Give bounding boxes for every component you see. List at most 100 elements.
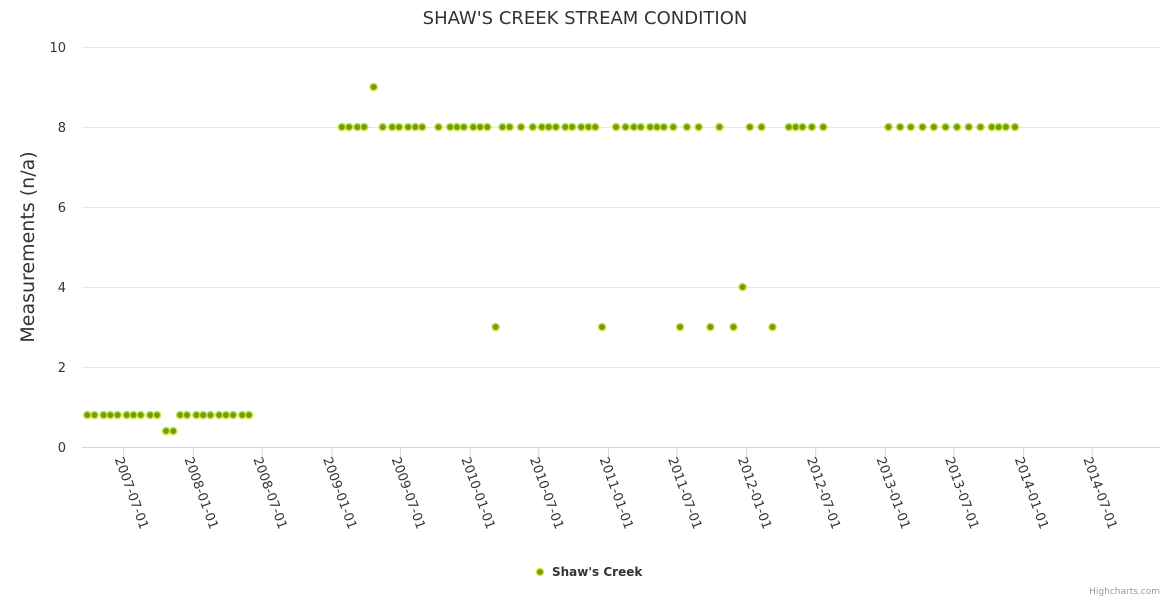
x-tick-label: 2012-07-01: [803, 455, 843, 531]
data-point[interactable]: [206, 410, 215, 420]
data-point[interactable]: [90, 410, 99, 420]
credits-link[interactable]: Highcharts.com: [1089, 587, 1160, 597]
data-point[interactable]: [1010, 122, 1020, 132]
data-point[interactable]: [964, 122, 974, 132]
y-tick-label: 4: [58, 281, 66, 296]
data-point[interactable]: [611, 122, 621, 132]
data-point[interactable]: [394, 122, 404, 132]
data-point[interactable]: [459, 122, 469, 132]
data-point[interactable]: [636, 122, 645, 132]
data-point[interactable]: [168, 426, 178, 436]
data-point[interactable]: [567, 122, 577, 132]
data-point[interactable]: [378, 122, 388, 132]
x-tick-label: 2009-07-01: [388, 455, 428, 531]
x-tick-label: 2011-07-01: [664, 455, 704, 531]
data-point[interactable]: [498, 122, 507, 132]
legend-marker: [535, 567, 545, 577]
data-point[interactable]: [576, 122, 586, 132]
x-tick-label: 2010-07-01: [526, 455, 566, 531]
data-point[interactable]: [906, 122, 916, 132]
data-point[interactable]: [668, 122, 678, 132]
data-point[interactable]: [106, 410, 115, 420]
data-point[interactable]: [505, 122, 514, 132]
data-point[interactable]: [244, 410, 254, 420]
data-point[interactable]: [182, 410, 192, 420]
data-point[interactable]: [417, 122, 427, 132]
y-tick-label: 10: [49, 41, 66, 56]
data-point[interactable]: [706, 322, 715, 332]
data-point[interactable]: [798, 122, 807, 132]
data-point[interactable]: [475, 122, 485, 132]
data-point[interactable]: [359, 122, 369, 132]
data-point[interactable]: [682, 122, 692, 132]
y-tick-label: 6: [58, 201, 66, 216]
data-point[interactable]: [818, 122, 828, 132]
data-point[interactable]: [976, 122, 985, 132]
data-point[interactable]: [745, 122, 755, 132]
x-tick-label: 2014-07-01: [1079, 455, 1119, 531]
x-tick-label: 2008-01-01: [181, 455, 221, 531]
data-point[interactable]: [729, 322, 738, 332]
legend-item-label[interactable]: Shaw's Creek: [552, 565, 643, 579]
data-point[interactable]: [152, 410, 162, 420]
data-point[interactable]: [337, 122, 347, 132]
data-point[interactable]: [136, 410, 146, 420]
x-tick-label: 2011-01-01: [596, 455, 636, 531]
legend[interactable]: Shaw's Creek: [535, 565, 644, 579]
data-point[interactable]: [694, 122, 703, 132]
axis-layer: [82, 447, 1160, 457]
data-point[interactable]: [113, 410, 122, 420]
data-point[interactable]: [659, 122, 669, 132]
x-tick-label: 2012-01-01: [734, 455, 774, 531]
data-point[interactable]: [715, 122, 724, 132]
data-point[interactable]: [918, 122, 927, 132]
data-point[interactable]: [757, 122, 766, 132]
y-axis-label: Measurements (n/a): [17, 151, 39, 342]
data-point[interactable]: [621, 122, 630, 132]
data-point[interactable]: [83, 410, 92, 420]
data-point[interactable]: [369, 82, 378, 92]
x-tick-label: 2009-01-01: [319, 455, 359, 531]
data-point[interactable]: [1001, 122, 1011, 132]
y-tick-label: 0: [58, 441, 66, 456]
x-tick-label: 2013-07-01: [941, 455, 981, 531]
data-point[interactable]: [551, 122, 561, 132]
data-point[interactable]: [491, 322, 500, 332]
x-tick-label: 2013-01-01: [873, 455, 913, 531]
data-point[interactable]: [344, 122, 354, 132]
data-point[interactable]: [884, 122, 893, 132]
y-tick-label: 8: [58, 121, 66, 136]
data-point[interactable]: [482, 122, 492, 132]
x-tick-label: 2014-01-01: [1011, 455, 1051, 531]
data-point[interactable]: [403, 122, 413, 132]
data-point[interactable]: [929, 122, 939, 132]
x-axis-ticks: 2007-07-01 2008-01-01 2008-07-01 2009-01-01…: [111, 455, 1119, 531]
data-point[interactable]: [994, 122, 1003, 132]
data-point[interactable]: [434, 122, 443, 132]
x-tick-label: 2007-07-01: [111, 455, 151, 531]
data-point[interactable]: [516, 122, 526, 132]
data-point[interactable]: [129, 410, 138, 420]
grid-layer: [82, 47, 1160, 368]
data-point[interactable]: [228, 410, 238, 420]
data-point[interactable]: [161, 426, 171, 436]
x-tick-label: 2010-01-01: [457, 455, 497, 531]
data-point[interactable]: [198, 410, 208, 420]
data-point[interactable]: [544, 122, 553, 132]
data-point[interactable]: [895, 122, 905, 132]
data-point[interactable]: [528, 122, 538, 132]
data-point[interactable]: [597, 322, 607, 332]
chart-title: SHAW'S CREEK STREAM CONDITION: [423, 8, 748, 29]
y-axis-ticks: 0 2 4 6 8 10: [49, 41, 66, 456]
data-point[interactable]: [221, 410, 231, 420]
data-point[interactable]: [952, 122, 962, 132]
data-point[interactable]: [590, 122, 600, 132]
data-point[interactable]: [807, 122, 817, 132]
data-point[interactable]: [738, 282, 747, 292]
data-point[interactable]: [675, 322, 685, 332]
x-tick-label: 2008-07-01: [250, 455, 290, 531]
data-point[interactable]: [768, 322, 777, 332]
data-point[interactable]: [941, 122, 950, 132]
